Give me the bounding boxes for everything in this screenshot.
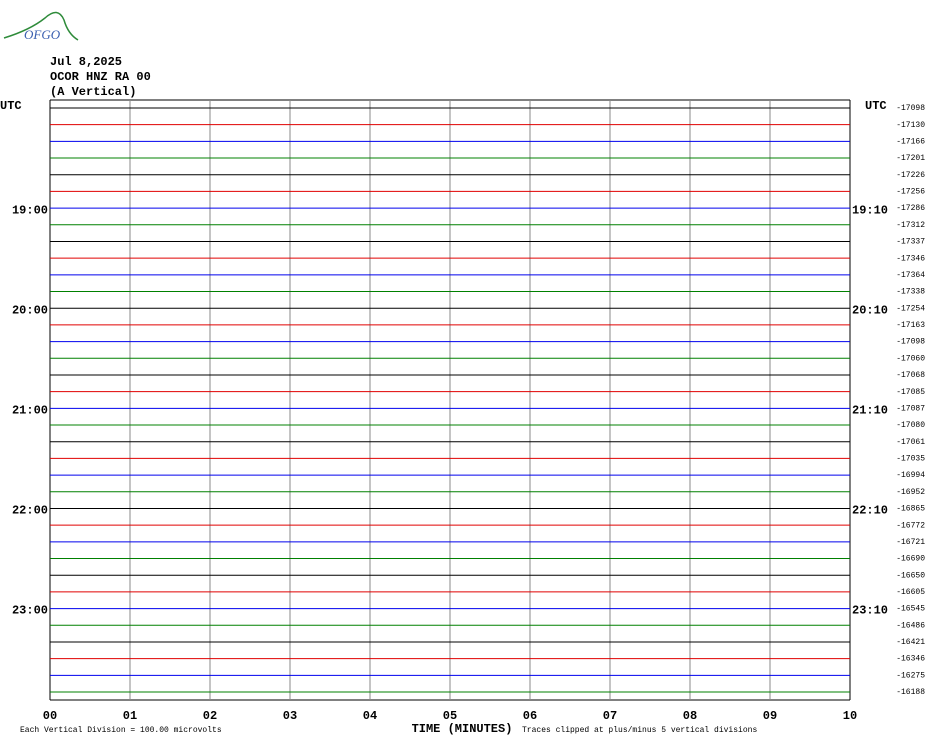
trace-offset: -17346: [896, 254, 925, 263]
trace-offset: -16650: [896, 571, 925, 580]
x-axis-label: TIME (MINUTES): [412, 722, 513, 736]
trace-offset: -17085: [896, 388, 925, 397]
trace-offset: -17226: [896, 171, 925, 180]
trace-offset: -16994: [896, 471, 925, 480]
scale-note: Each Vertical Division = 100.00 microvol…: [20, 726, 222, 735]
x-tick-label: 10: [843, 709, 857, 723]
trace-offset: -16772: [896, 521, 925, 530]
x-tick-label: 08: [683, 709, 697, 723]
x-tick-label: 01: [123, 709, 137, 723]
trace-offset: -17286: [896, 204, 925, 213]
clip-note: Traces clipped at plus/minus 5 vertical …: [522, 726, 757, 735]
logo-curve: [3, 11, 79, 41]
trace-offset: -16721: [896, 538, 925, 547]
trace-offset: -17060: [896, 354, 925, 363]
x-tick-label: 09: [763, 709, 777, 723]
component: (A Vertical): [50, 85, 136, 99]
trace-offset: -16545: [896, 605, 925, 614]
trace-offset: -17087: [896, 404, 925, 413]
trace-offset: -16865: [896, 505, 925, 514]
end-time: 21:10: [852, 404, 888, 418]
trace-offset: -16421: [896, 638, 925, 647]
trace-offset: -16275: [896, 671, 925, 680]
trace-offset: -17338: [896, 288, 925, 297]
x-tick-label: 03: [283, 709, 297, 723]
end-time: 23:10: [852, 604, 888, 618]
trace-offset: -16346: [896, 655, 925, 664]
station: OCOR HNZ RA 00: [50, 70, 151, 84]
trace-offset: -17201: [896, 154, 925, 163]
trace-offset: -16486: [896, 621, 925, 630]
logo: OFGO: [24, 27, 61, 42]
trace-offset: -16605: [896, 588, 925, 597]
trace-offset: -17130: [896, 121, 925, 130]
trace-offset: -16690: [896, 555, 925, 564]
end-time: 19:10: [852, 203, 888, 217]
trace-offset: -17035: [896, 455, 925, 464]
trace-offset: -17312: [896, 221, 925, 230]
trace-offset: -17337: [896, 238, 925, 247]
trace-offset: -17068: [896, 371, 925, 380]
trace-offset: -17254: [896, 304, 925, 313]
trace-offset: -17256: [896, 188, 925, 197]
date: Jul 8,2025: [50, 55, 122, 69]
trace-offset: -16188: [896, 688, 925, 697]
x-tick-label: 04: [363, 709, 377, 723]
trace-offset: -16952: [896, 488, 925, 497]
left-axis-label: UTC: [0, 99, 22, 113]
trace-offset: -17061: [896, 438, 925, 447]
start-time: 20:00: [12, 303, 48, 317]
trace-offset: -17098: [896, 104, 925, 113]
x-tick-label: 07: [603, 709, 617, 723]
start-time: 21:00: [12, 404, 48, 418]
trace-offset: -17163: [896, 321, 925, 330]
trace-offset: -17364: [896, 271, 925, 280]
x-tick-label: 06: [523, 709, 537, 723]
x-tick-label: 02: [203, 709, 217, 723]
x-tick-label: 05: [443, 709, 457, 723]
end-time: 22:10: [852, 504, 888, 518]
end-time: 20:10: [852, 303, 888, 317]
trace-offset: -17098: [896, 338, 925, 347]
trace-offset: -17166: [896, 137, 925, 146]
trace-offset: -17080: [896, 421, 925, 430]
x-tick-label: 00: [43, 709, 57, 723]
start-time: 23:00: [12, 604, 48, 618]
right-axis-label: UTC: [865, 99, 887, 113]
start-time: 19:00: [12, 203, 48, 217]
start-time: 22:00: [12, 504, 48, 518]
